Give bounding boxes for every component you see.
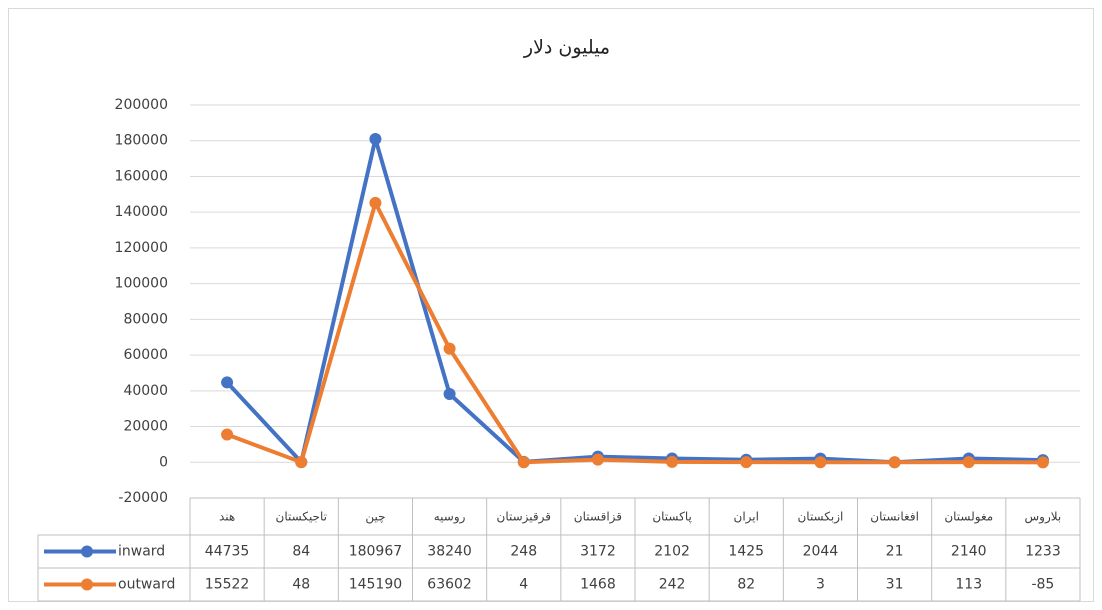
y-tick-label: 80000 — [123, 311, 168, 327]
point — [443, 342, 456, 355]
table-cell: 1468 — [580, 577, 616, 593]
table-cell: 4 — [519, 577, 528, 593]
point — [962, 456, 975, 469]
y-tick-label: 180000 — [115, 133, 168, 149]
legend-label: outward — [118, 577, 175, 593]
point — [888, 456, 901, 469]
x-tick-label: افغانستان — [870, 510, 919, 524]
y-tick-label: 100000 — [115, 276, 168, 292]
table-cell: 1233 — [1025, 544, 1061, 560]
point — [369, 196, 382, 209]
point — [740, 456, 753, 469]
y-tick-label: 60000 — [123, 347, 168, 363]
x-tick-label: قرقیزستان — [497, 510, 551, 525]
table-cell: 44735 — [205, 544, 250, 560]
table-cell: 38240 — [427, 544, 472, 560]
chart-title: میلیون دلار — [523, 37, 610, 59]
table-cell: 1425 — [728, 544, 764, 560]
table-cell: 3172 — [580, 544, 616, 560]
table-cell: 242 — [659, 577, 686, 593]
x-tick-label: تاجیکستان — [276, 510, 327, 524]
table-cell: -85 — [1031, 577, 1054, 593]
y-tick-label: 0 — [159, 454, 168, 470]
point — [221, 428, 234, 441]
point — [443, 387, 456, 400]
x-tick-label: مغولستان — [944, 510, 993, 525]
legend-label: inward — [118, 544, 165, 560]
table-cell: 248 — [510, 544, 537, 560]
table-cell: 2140 — [951, 544, 987, 560]
y-tick-label: 40000 — [123, 383, 168, 399]
point — [814, 456, 827, 469]
table-cell: 48 — [292, 577, 310, 593]
chart-border — [8, 8, 1094, 602]
x-tick-label: بلاروس — [1025, 510, 1062, 525]
table-cell: 180967 — [349, 544, 402, 560]
table-cell: 31 — [886, 577, 904, 593]
legend-marker — [81, 545, 93, 558]
x-tick-label: ایران — [734, 510, 759, 525]
table-cell: 2102 — [654, 544, 690, 560]
table-cell: 82 — [737, 577, 755, 593]
x-tick-label: هند — [219, 510, 235, 524]
point — [1036, 456, 1049, 469]
y-tick-label: 160000 — [115, 168, 168, 184]
x-tick-label: قزاقستان — [574, 510, 622, 525]
y-tick-label: -20000 — [118, 490, 168, 506]
point — [295, 456, 308, 469]
series-line — [226, 200, 1043, 465]
table-cell: 21 — [886, 544, 904, 560]
table-cell: 15522 — [205, 577, 250, 593]
table-cell: 3 — [816, 577, 825, 593]
table-cell: 145190 — [349, 577, 402, 593]
point — [517, 456, 530, 469]
y-tick-label: 200000 — [115, 97, 168, 113]
table-cell: 63602 — [427, 577, 472, 593]
y-tick-label: 20000 — [123, 419, 168, 435]
x-tick-label: روسیه — [434, 510, 466, 525]
x-tick-label: چین — [365, 510, 385, 525]
point — [591, 453, 604, 466]
x-tick-label: پاکستان — [652, 510, 692, 524]
y-tick-label: 120000 — [115, 240, 168, 256]
legend-marker — [81, 578, 93, 591]
point — [666, 455, 679, 468]
x-tick-label: ازبکستان — [797, 510, 843, 525]
y-tick-label: 140000 — [115, 204, 168, 220]
table-cell: 2044 — [803, 544, 839, 560]
point — [221, 376, 234, 389]
table-cell: 84 — [292, 544, 310, 560]
table-cell: 113 — [955, 577, 982, 593]
point — [369, 132, 382, 145]
